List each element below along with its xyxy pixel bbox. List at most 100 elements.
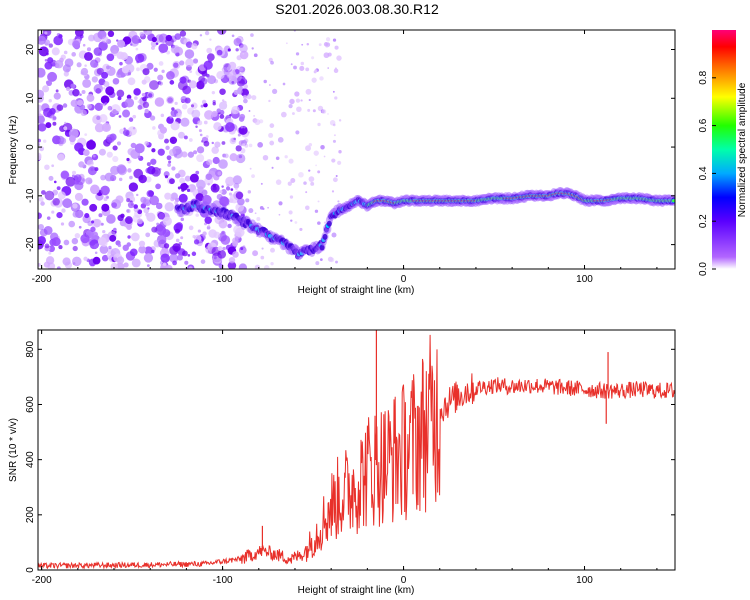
noise-blob	[245, 198, 250, 203]
noise-blob	[158, 43, 169, 54]
noise-blob	[152, 126, 156, 130]
noise-blob	[247, 190, 252, 194]
noise-blob	[64, 121, 67, 125]
noise-blob	[299, 227, 303, 231]
noise-blob	[188, 80, 197, 89]
noise-blob	[317, 122, 321, 127]
noise-blob	[317, 170, 321, 174]
noise-blob	[133, 204, 138, 209]
noise-blob	[128, 117, 134, 122]
noise-blob	[193, 239, 200, 245]
noise-blob	[117, 165, 128, 176]
noise-blob	[226, 69, 237, 80]
noise-blob	[107, 105, 113, 111]
noise-blob	[119, 219, 127, 227]
noise-blob	[267, 206, 269, 209]
colorbar-ticks: 0.0 0.2 0.4 0.6 0.8	[698, 70, 716, 276]
noise-blob	[38, 224, 44, 231]
noise-blob	[268, 84, 271, 86]
noise-blob	[218, 219, 228, 229]
noise-blob	[128, 182, 139, 192]
noise-blob	[268, 132, 274, 138]
noise-blob	[38, 235, 46, 245]
noise-blob	[186, 188, 191, 193]
noise-blob	[104, 102, 108, 105]
noise-blob	[148, 142, 152, 146]
noise-blob	[221, 185, 224, 188]
noise-blob	[102, 86, 106, 90]
noise-blob	[294, 91, 300, 97]
noise-blob	[327, 52, 332, 57]
noise-blob	[70, 83, 76, 89]
snr-ylabel: SNR (10 * v/v)	[8, 418, 19, 482]
noise-blob	[337, 160, 342, 165]
noise-blob	[141, 92, 146, 97]
noise-blob	[145, 176, 152, 183]
noise-blob	[103, 197, 108, 202]
noise-blob	[162, 262, 167, 266]
noise-blob	[220, 230, 226, 236]
noise-blob	[138, 174, 147, 184]
noise-blob	[117, 39, 126, 48]
noise-blob	[203, 60, 213, 70]
colorbar-tick-label: 0.6	[698, 118, 709, 132]
noise-blob	[151, 226, 158, 233]
noise-blob	[102, 229, 106, 234]
noise-blob	[303, 181, 307, 185]
noise-blob	[136, 193, 139, 197]
noise-blob	[73, 179, 80, 185]
noise-blob	[38, 212, 42, 219]
noise-blob	[179, 60, 185, 66]
noise-blob	[56, 211, 63, 219]
noise-blob	[86, 159, 94, 167]
noise-blob	[210, 183, 220, 193]
noise-blob	[131, 258, 141, 268]
noise-blob	[180, 182, 188, 191]
noise-blob	[217, 246, 223, 252]
noise-blob	[38, 115, 45, 124]
noise-blob	[221, 99, 225, 102]
noise-blob	[238, 263, 247, 269]
noise-blob	[295, 130, 300, 135]
noise-blob	[162, 216, 172, 226]
noise-blob	[221, 141, 226, 145]
noise-blob	[237, 88, 243, 95]
noise-blob	[229, 153, 238, 162]
noise-blob	[251, 174, 255, 179]
noise-blob	[43, 261, 51, 268]
noise-blob	[82, 78, 92, 88]
noise-blob	[81, 90, 86, 95]
noise-blob	[140, 196, 147, 203]
noise-blob	[166, 71, 175, 80]
noise-blob	[181, 103, 188, 110]
noise-blob	[323, 42, 329, 47]
noise-blob	[175, 222, 183, 230]
noise-blob	[127, 126, 137, 136]
noise-blob	[331, 158, 336, 163]
noise-blob	[288, 210, 293, 215]
noise-blob	[277, 137, 284, 143]
noise-blob	[332, 139, 336, 143]
noise-blob	[124, 98, 135, 108]
noise-blob	[296, 106, 302, 113]
noise-blob	[169, 253, 179, 263]
noise-blob	[107, 30, 115, 38]
noise-blob	[155, 183, 161, 190]
noise-blob	[338, 150, 342, 154]
noise-blob	[135, 53, 145, 63]
noise-blob	[282, 82, 286, 86]
noise-blob	[294, 221, 298, 224]
noise-blob	[126, 242, 132, 247]
noise-blob	[121, 66, 130, 74]
noise-blob	[81, 178, 86, 182]
ridge-core	[322, 233, 328, 240]
noise-blob	[219, 190, 223, 194]
noise-blob	[48, 251, 52, 255]
noise-blob	[59, 137, 67, 145]
noise-blob	[164, 192, 172, 200]
noise-blob	[331, 232, 337, 238]
noise-blob	[231, 105, 240, 115]
spectrogram-xlabel: Height of straight line (km)	[298, 285, 415, 296]
noise-blob	[312, 109, 316, 113]
noise-blob	[112, 77, 120, 85]
